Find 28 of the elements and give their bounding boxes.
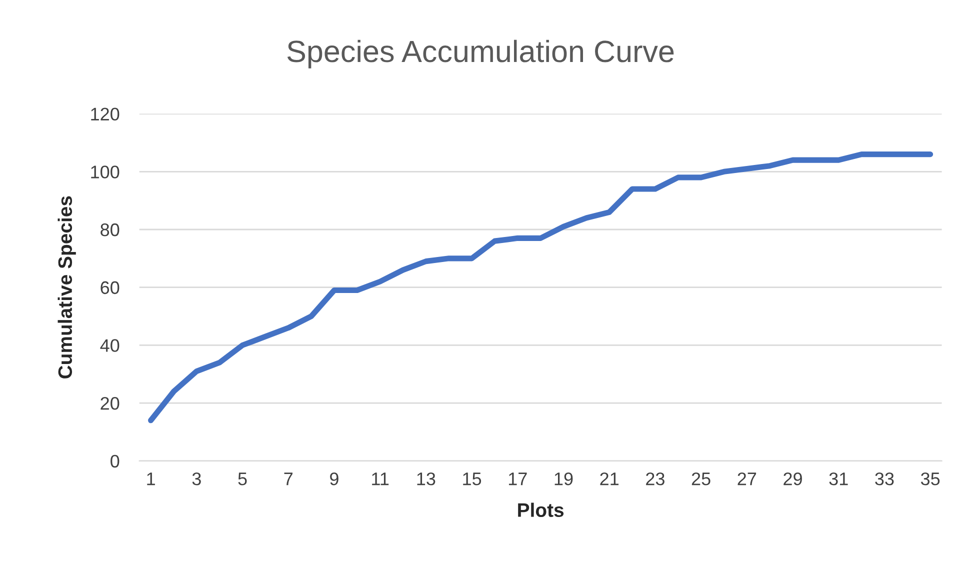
y-tick-label: 40 [100,339,120,352]
x-tick-label: 35 [920,472,940,486]
x-tick-label: 15 [463,472,482,486]
x-tick-label: 19 [554,472,573,486]
x-tick-label: 7 [284,472,292,486]
x-tick-label: 9 [330,472,338,486]
x-tick-label: 23 [646,472,664,486]
x-tick-label: 31 [829,472,848,486]
chart-title: Species Accumulation Curve [287,40,674,68]
x-tick-label: 3 [192,472,201,486]
y-tick-label: 80 [100,223,120,236]
y-tick-label: 120 [91,108,120,121]
x-axis-title: Plots [518,502,564,518]
x-tick-label: 11 [372,472,389,486]
x-tick-label: 33 [875,472,894,486]
y-tick-label: 60 [100,281,120,294]
x-tick-label: 27 [738,472,756,486]
y-tick-label: 0 [110,454,120,468]
y-axis-title: Cumulative Species [58,196,76,378]
x-tick-label: 25 [692,472,710,486]
x-tick-label: 1 [147,472,155,486]
x-tick-label: 21 [600,472,619,486]
x-tick-label: 17 [508,472,527,486]
y-tick-label: 20 [100,396,120,410]
x-tick-label: 5 [238,472,247,486]
x-tick-label: 13 [417,472,436,486]
x-tick-label: 29 [784,472,802,486]
y-tick-label: 100 [91,166,120,178]
